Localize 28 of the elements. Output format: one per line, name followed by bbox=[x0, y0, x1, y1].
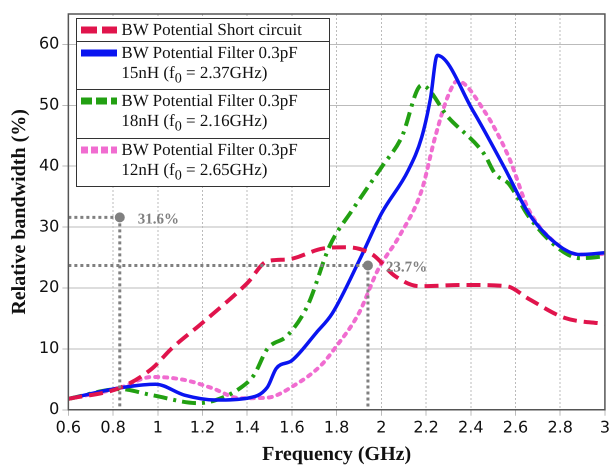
legend-label: BW Potential Filter 0.3pF 12nH (f$_{0}$ = 2.65GHz) bbox=[121, 140, 299, 186]
y-tick-label: 40 bbox=[39, 155, 60, 174]
x-tick-label: 0.6 bbox=[56, 418, 82, 437]
x-tick-label: 2.8 bbox=[547, 418, 573, 437]
x-tick-label: 0.8 bbox=[100, 418, 126, 437]
x-tick-label: 1.8 bbox=[324, 418, 350, 437]
x-tick-label: 1.6 bbox=[279, 418, 305, 437]
x-tick-label: 1.2 bbox=[190, 418, 216, 437]
x-tick-label: 3 bbox=[600, 418, 610, 437]
legend-label: BW Potential Short circuit bbox=[121, 20, 302, 40]
y-tick-label: 60 bbox=[39, 34, 60, 53]
x-tick-label: 1.4 bbox=[234, 418, 260, 437]
y-tick-label: 20 bbox=[39, 277, 60, 296]
x-axis-title: Frequency (GHz) bbox=[262, 443, 412, 466]
y-tick-label: 10 bbox=[39, 338, 60, 358]
x-tick-label: 2.4 bbox=[458, 418, 484, 437]
x-tick-label: 2 bbox=[376, 418, 386, 437]
legend-label: BW Potential Filter 0.3pF 15nH (f$_{0}$ = 2.37GHz) bbox=[121, 43, 299, 88]
x-tick-label: 1 bbox=[152, 418, 163, 437]
y-axis-title: Relative bandwidth (%) bbox=[8, 109, 30, 315]
y-tick-label: 0 bbox=[49, 398, 60, 418]
y-tick-label: 50 bbox=[39, 94, 60, 114]
y-tick-label: 30 bbox=[39, 216, 60, 236]
annotation: 23.7% bbox=[386, 259, 428, 276]
x-tick-label: 2.2 bbox=[413, 418, 439, 437]
annotation: 31.6% bbox=[138, 211, 180, 228]
legend-label: BW Potential Filter 0.3pF 18nH (f$_{0}$ = 2.16GHz) bbox=[121, 91, 299, 137]
x-tick-label: 2.6 bbox=[502, 418, 528, 437]
